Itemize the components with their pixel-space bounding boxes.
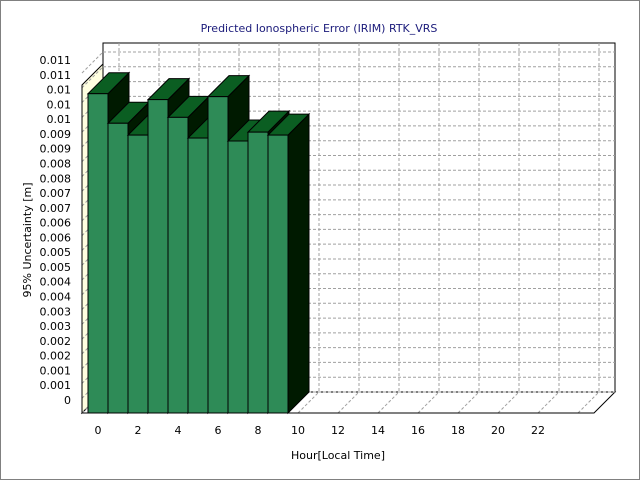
y-tick-label: 0.008 bbox=[40, 172, 72, 185]
x-tick-label: 16 bbox=[411, 424, 425, 437]
chart-title: Predicted Ionospheric Error (IRIM) RTK_V… bbox=[201, 22, 438, 35]
bar bbox=[227, 140, 249, 414]
bar bbox=[187, 137, 209, 414]
y-tick-label: 0.01 bbox=[47, 98, 72, 111]
x-tick-label: 10 bbox=[291, 424, 305, 437]
x-tick-label: 8 bbox=[255, 424, 262, 437]
y-tick-label: 0.003 bbox=[40, 320, 72, 333]
bar-side bbox=[287, 112, 310, 415]
bar bbox=[167, 116, 189, 414]
x-tick-label: 12 bbox=[331, 424, 345, 437]
x-axis-label: Hour[Local Time] bbox=[291, 449, 385, 462]
bar bbox=[247, 131, 269, 414]
y-tick-label: 0.004 bbox=[40, 291, 72, 304]
y-tick-label: 0.002 bbox=[40, 350, 72, 363]
y-tick-label: 0 bbox=[64, 394, 71, 407]
x-tick-labels: 0 2 4 6 8 10 12 14 16 18 20 22 bbox=[95, 424, 546, 437]
bar bbox=[87, 93, 109, 414]
bar bbox=[207, 96, 229, 414]
x-tick-label: 22 bbox=[531, 424, 545, 437]
bar bbox=[147, 99, 169, 414]
y-tick-label: 0.01 bbox=[47, 84, 72, 97]
y-tick-label: 0.004 bbox=[40, 276, 72, 289]
y-tick-label: 0.009 bbox=[40, 128, 72, 141]
x-tick-label: 14 bbox=[371, 424, 385, 437]
bars bbox=[86, 71, 311, 415]
bar bbox=[267, 134, 289, 414]
y-tick-label: 0.009 bbox=[40, 143, 72, 156]
y-tick-label: 0.01 bbox=[47, 113, 72, 126]
bar bbox=[127, 134, 149, 414]
bar-group bbox=[266, 112, 311, 415]
x-tick-label: 20 bbox=[491, 424, 505, 437]
y-tick-label: 0.007 bbox=[40, 202, 72, 215]
y-tick-label: 0.011 bbox=[40, 69, 72, 82]
y-tick-label: 0.006 bbox=[40, 231, 72, 244]
x-tick-label: 0 bbox=[95, 424, 102, 437]
y-tick-label: 0.002 bbox=[40, 335, 72, 348]
y-axis-label: 95% Uncertainty [m] bbox=[21, 182, 34, 297]
y-tick-label: 0.001 bbox=[40, 364, 72, 377]
x-tick-label: 18 bbox=[451, 424, 465, 437]
y-tick-label: 0.005 bbox=[40, 261, 72, 274]
y-tick-label: 0.007 bbox=[40, 187, 72, 200]
y-tick-labels: 00.0010.0010.0020.0020.0030.0030.0040.00… bbox=[40, 54, 72, 407]
x-tick-label: 4 bbox=[175, 424, 182, 437]
y-tick-label: 0.003 bbox=[40, 305, 72, 318]
y-tick-label: 0.008 bbox=[40, 157, 72, 170]
x-tick-label: 2 bbox=[135, 424, 142, 437]
y-tick-label: 0.006 bbox=[40, 217, 72, 230]
y-tick-label: 0.011 bbox=[40, 54, 72, 67]
x-tick-label: 6 bbox=[215, 424, 222, 437]
y-tick-label: 0.001 bbox=[40, 379, 72, 392]
y-tick-label: 0.005 bbox=[40, 246, 72, 259]
bar bbox=[107, 122, 129, 414]
